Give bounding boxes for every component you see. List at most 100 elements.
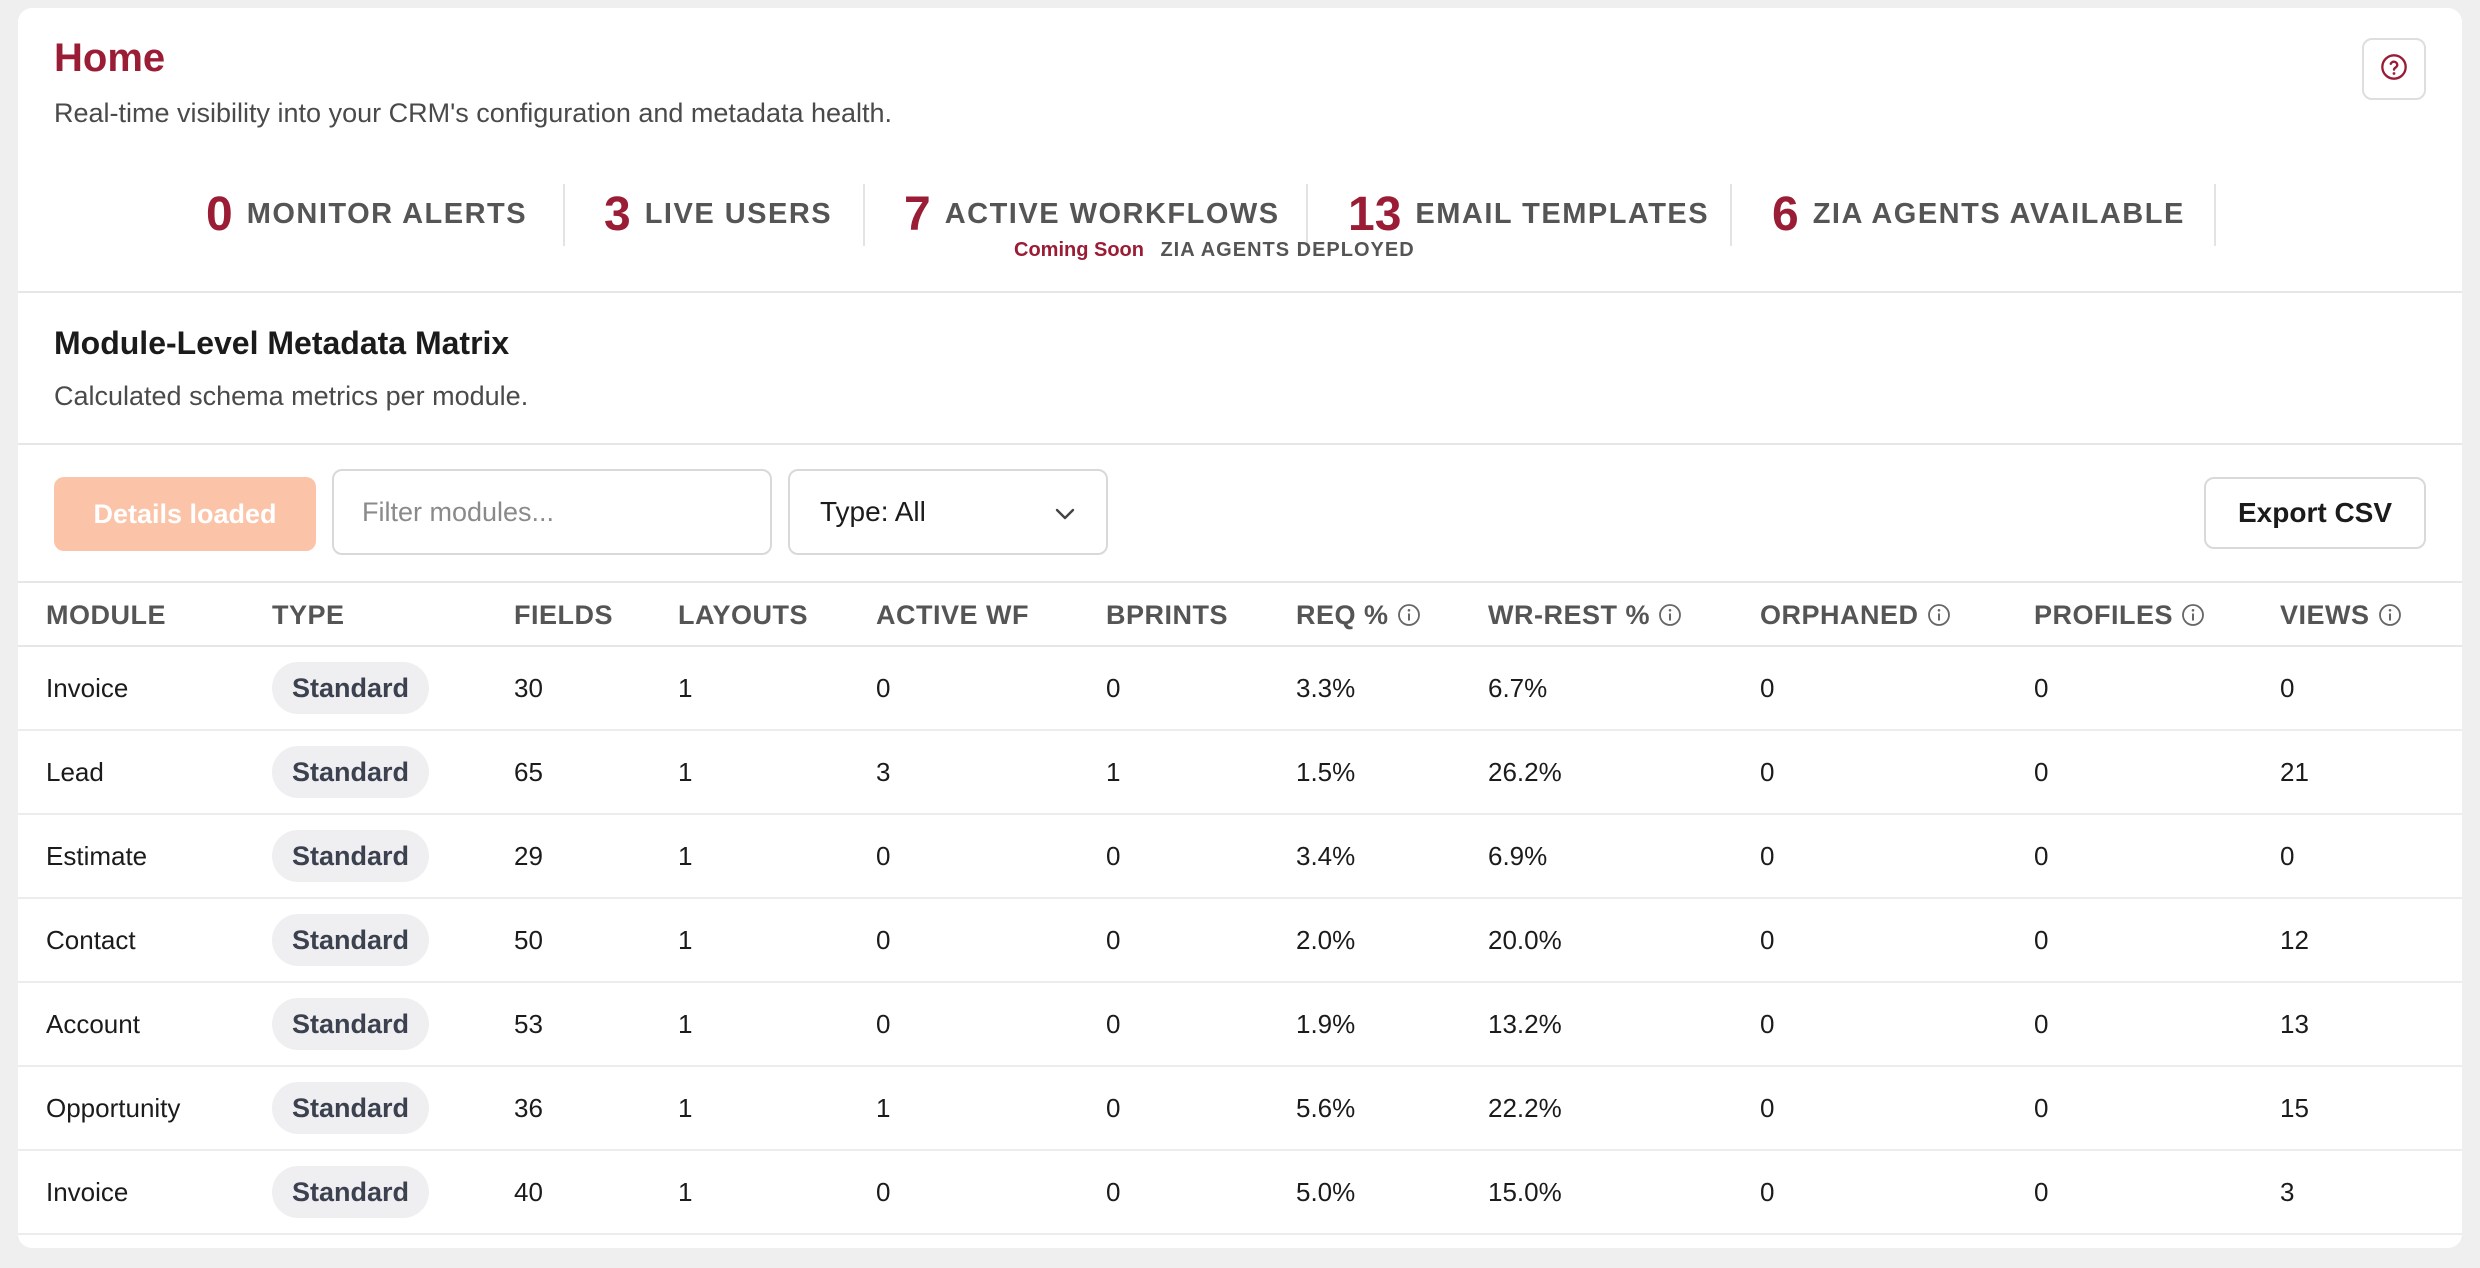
table-row[interactable]: Lead Standard 65 1 3 1 1.5% 26.2% 0 0 21 (18, 731, 2462, 815)
cell-active-wf: 3 (876, 756, 891, 787)
cell-fields: 36 (514, 1092, 543, 1123)
stat-divider (1306, 184, 1308, 246)
cell-profiles: 0 (2034, 1008, 2049, 1039)
cell-bprints: 0 (1106, 672, 1121, 703)
cell-active-wf: 0 (876, 840, 891, 871)
cell-layouts: 1 (678, 672, 693, 703)
stat-divider (2214, 184, 2216, 246)
type-badge: Standard (272, 998, 430, 1050)
cell-module: Invoice (46, 1176, 129, 1207)
stat-value: 0 (206, 187, 233, 241)
stat-live-users: 3 LIVE USERS (604, 180, 832, 248)
cell-layouts: 1 (678, 1092, 693, 1123)
col-fields[interactable]: FIELDS (514, 599, 614, 630)
cell-module: Estimate (46, 840, 148, 871)
cell-views: 12 (2280, 924, 2309, 955)
cell-bprints: 0 (1106, 1092, 1121, 1123)
cell-wr-rest-percent: 6.7% (1488, 672, 1548, 703)
cell-layouts: 1 (678, 840, 693, 871)
col-active-wf[interactable]: ACTIVE WF (876, 599, 1029, 630)
cell-type: Standard (272, 1151, 430, 1233)
cell-req-percent: 1.5% (1296, 756, 1356, 787)
col-profiles[interactable]: PROFILES (2034, 583, 2205, 647)
stat-active-workflows: 7 ACTIVE WORKFLOWS (904, 180, 1280, 248)
type-badge: Standard (272, 830, 430, 882)
page-subtitle: Real-time visibility into your CRM's con… (54, 98, 893, 128)
col-views[interactable]: VIEWS (2280, 583, 2402, 647)
table-row[interactable]: Opportunity Standard 36 1 1 0 5.6% 22.2% 0 0 15 (18, 1067, 2462, 1151)
cell-views: 0 (2280, 672, 2295, 703)
col-req-percent[interactable]: REQ % (1296, 583, 1421, 647)
cell-req-percent: 5.6% (1296, 1092, 1356, 1123)
info-icon[interactable] (1927, 603, 1951, 627)
page-header: Home Real-time visibility into your CRM'… (18, 8, 2462, 293)
cell-module: Contact (46, 924, 136, 955)
col-layouts[interactable]: LAYOUTS (678, 599, 809, 630)
cell-module: Invoice (46, 672, 129, 703)
stat-label: ACTIVE WORKFLOWS (944, 197, 1280, 230)
question-circle-icon (2380, 53, 2408, 86)
type-select[interactable]: Type: All (788, 469, 1108, 555)
stat-label: LIVE USERS (644, 197, 833, 230)
cell-wr-rest-percent: 15.0% (1488, 1176, 1562, 1207)
cell-active-wf: 1 (876, 1092, 891, 1123)
cell-req-percent: 1.9% (1296, 1008, 1356, 1039)
cell-type: Standard (272, 1067, 430, 1149)
info-icon[interactable] (1658, 603, 1682, 627)
matrix-section-header: Module-Level Metadata Matrix Calculated … (18, 293, 2462, 445)
chevron-down-icon (1054, 496, 1076, 528)
col-type[interactable]: TYPE (272, 599, 345, 630)
cell-bprints: 1 (1106, 756, 1121, 787)
col-wr-rest-percent[interactable]: WR-REST % (1488, 583, 1682, 647)
stat-zia-agents: 6 ZIA AGENTS AVAILABLE (1772, 180, 2185, 248)
cell-type: Standard (272, 983, 430, 1065)
type-badge: Standard (272, 662, 430, 714)
cell-orphaned: 0 (1760, 1008, 1775, 1039)
export-csv-button[interactable]: Export CSV (2204, 477, 2426, 549)
col-bprints[interactable]: BPRINTS (1106, 599, 1229, 630)
cell-fields: 53 (514, 1008, 543, 1039)
filter-modules-input[interactable] (332, 469, 772, 555)
stat-value: 7 (904, 187, 931, 241)
cell-profiles: 0 (2034, 1176, 2049, 1207)
cell-fields: 40 (514, 1176, 543, 1207)
cell-bprints: 0 (1106, 840, 1121, 871)
cell-layouts: 1 (678, 924, 693, 955)
stat-label: ZIA AGENTS AVAILABLE (1812, 197, 2185, 230)
col-orphaned[interactable]: ORPHANED (1760, 583, 1951, 647)
stat-email-templates: 13 EMAIL TEMPLATES (1348, 180, 1709, 248)
table-row[interactable]: Estimate Standard 29 1 0 0 3.4% 6.9% 0 0 0 (18, 815, 2462, 899)
info-icon[interactable] (2378, 603, 2402, 627)
cell-orphaned: 0 (1760, 1176, 1775, 1207)
info-icon[interactable] (1397, 603, 1421, 627)
cell-module: Account (46, 1008, 140, 1039)
stat-divider (863, 184, 865, 246)
stat-monitor-alerts: 0 MONITOR ALERTS (206, 180, 527, 248)
cell-type: Standard (272, 899, 430, 981)
stat-label: EMAIL TEMPLATES (1415, 197, 1710, 230)
type-badge: Standard (272, 914, 430, 966)
section-title: Module-Level Metadata Matrix (54, 325, 510, 361)
cell-orphaned: 0 (1760, 672, 1775, 703)
stats-bar: 0 MONITOR ALERTS 3 LIVE USERS 7 ACTIVE W… (18, 180, 2462, 260)
cell-bprints: 0 (1106, 924, 1121, 955)
table-row[interactable]: Account Standard 53 1 0 0 1.9% 13.2% 0 0 13 (18, 983, 2462, 1067)
cell-views: 21 (2280, 756, 2309, 787)
details-loaded-button[interactable]: Details loaded (54, 477, 316, 551)
stat-value: 13 (1348, 187, 1402, 241)
cell-profiles: 0 (2034, 756, 2049, 787)
cell-req-percent: 3.4% (1296, 840, 1356, 871)
section-description: Calculated schema metrics per module. (54, 381, 529, 411)
info-icon[interactable] (2181, 603, 2205, 627)
coming-soon-badge: Coming Soon (1014, 239, 1144, 261)
table-row[interactable]: Invoice Standard 30 1 0 0 3.3% 6.7% 0 0 0 (18, 647, 2462, 731)
col-module[interactable]: MODULE (46, 599, 166, 630)
cell-module: Lead (46, 756, 104, 787)
cell-fields: 65 (514, 756, 543, 787)
cell-layouts: 1 (678, 1008, 693, 1039)
help-button[interactable] (2362, 38, 2426, 100)
table-row[interactable]: Invoice Standard 40 1 0 0 5.0% 15.0% 0 0 3 (18, 1151, 2462, 1235)
cell-wr-rest-percent: 22.2% (1488, 1092, 1562, 1123)
table-row[interactable]: Contact Standard 50 1 0 0 2.0% 20.0% 0 0 12 (18, 899, 2462, 983)
cell-orphaned: 0 (1760, 840, 1775, 871)
